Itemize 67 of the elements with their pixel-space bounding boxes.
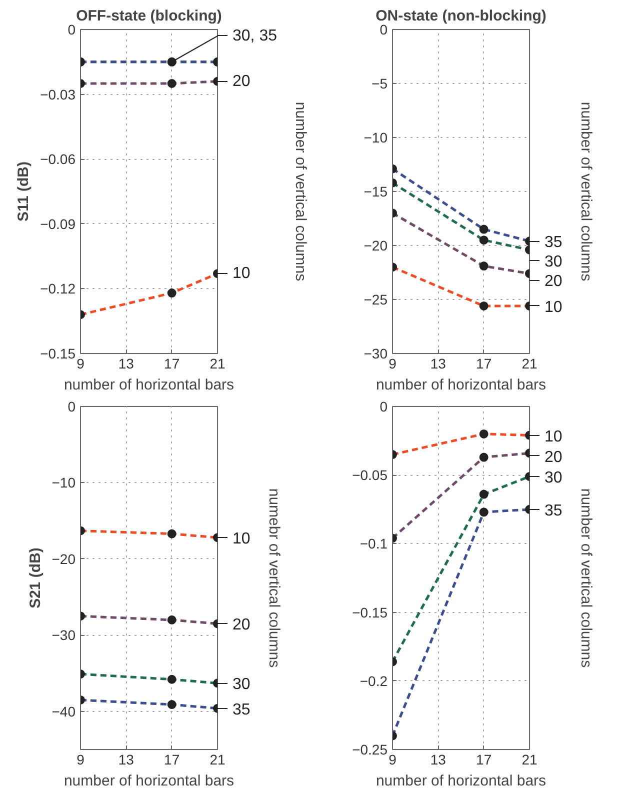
y-tick-label: −0.09 — [40, 216, 76, 232]
y-tick-label: −10 — [52, 474, 76, 491]
y-axis-title: S11 (dB) — [15, 161, 32, 222]
x-tick-label: 13 — [430, 752, 446, 768]
legend-label: 10 — [232, 265, 250, 282]
y-tick-label: −30 — [364, 346, 388, 362]
x-axis-title: number of horizontal bars — [64, 772, 234, 790]
y-tick-label: −0.25 — [352, 742, 388, 758]
legend-label: 35 — [232, 701, 250, 718]
x-axis-title: number of horizontal bars — [376, 772, 546, 790]
legend-label: 10 — [544, 428, 562, 446]
y-tick-label: −20 — [364, 238, 388, 254]
x-tick-label: 9 — [76, 356, 85, 372]
y-tick-label: −0.03 — [40, 86, 76, 102]
y-tick-label: 0 — [68, 398, 76, 414]
x-tick-label: 21 — [210, 356, 226, 372]
y2-axis-title: number of vertical columns — [577, 488, 594, 668]
legend-label: 30 — [544, 469, 562, 486]
x-tick-label: 9 — [388, 752, 397, 768]
legend-label: 30 — [544, 254, 562, 271]
x-tick-label: 17 — [476, 752, 492, 768]
x-tick-label: 13 — [118, 752, 134, 768]
y-tick-label: −0.15 — [352, 604, 388, 620]
y2-axis-title: numebr of vertical columns — [265, 488, 282, 668]
y-tick-label: 0 — [380, 398, 388, 414]
legend-label: 20 — [232, 616, 250, 634]
y2-axis-title: number of vertical columns — [292, 102, 309, 282]
y-tick-label: −0.15 — [40, 346, 76, 362]
x-tick-label: 21 — [210, 752, 226, 768]
y-tick-label: −15 — [364, 184, 388, 200]
annotation: 30, 35 — [232, 27, 278, 44]
legend-label: 10 — [232, 530, 250, 548]
y-tick-label: −10 — [364, 130, 388, 146]
y-tick-label: −0.12 — [40, 280, 76, 297]
legend-label: 20 — [544, 448, 562, 466]
x-axis-title: number of horizontal bars — [376, 376, 546, 394]
chart-title: ON-state (non-blocking) — [376, 8, 546, 24]
chart-title: OFF-state (blocking) — [76, 8, 222, 24]
x-tick-label: 13 — [118, 356, 134, 372]
y-tick-label: −30 — [52, 627, 76, 644]
y-tick-label: −5 — [372, 76, 388, 92]
x-tick-label: 21 — [522, 752, 538, 768]
y-axis-title: S21 (dB) — [26, 548, 44, 608]
y-tick-label: −0.1 — [360, 536, 388, 552]
legend-label: 10 — [544, 298, 562, 316]
legend-label: 35 — [544, 234, 562, 252]
legend-label: 35 — [544, 502, 562, 520]
x-tick-label: 9 — [388, 356, 397, 372]
x-tick-label: 13 — [430, 356, 446, 372]
x-tick-label: 9 — [76, 752, 85, 768]
y-tick-label: −0.2 — [360, 672, 388, 689]
y-tick-label: 0 — [68, 22, 76, 38]
x-tick-label: 17 — [164, 752, 180, 768]
y2-axis-title: number of vertical columns — [577, 102, 594, 282]
x-tick-label: 21 — [522, 356, 538, 372]
legend-label: 20 — [544, 273, 562, 290]
y-tick-label: −25 — [364, 292, 388, 308]
y-tick-label: −20 — [52, 550, 76, 567]
y-tick-label: −0.05 — [352, 467, 388, 484]
x-tick-label: 17 — [476, 356, 492, 372]
legend-label: 20 — [232, 72, 250, 90]
y-tick-label: −0.06 — [40, 151, 76, 168]
legend-label: 30 — [232, 676, 250, 694]
x-axis-title: number of horizontal bars — [64, 376, 234, 394]
y-tick-label: 0 — [380, 22, 388, 38]
y-tick-label: −40 — [52, 703, 76, 720]
x-tick-label: 17 — [164, 356, 180, 372]
